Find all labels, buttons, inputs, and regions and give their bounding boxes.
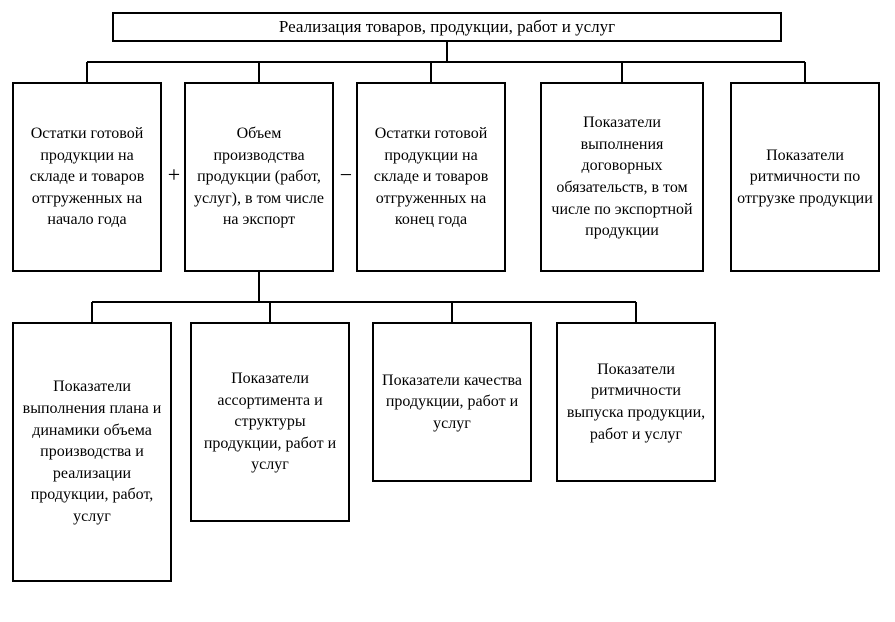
operator-plus: + <box>164 162 184 188</box>
node-r1c4: Показатели выполнения договорных обязате… <box>540 82 704 272</box>
node-label: Объем производства продукции (работ, усл… <box>190 123 328 231</box>
operator-symbol: + <box>168 162 180 187</box>
node-r1c5: Показатели ритмичности по отгрузке проду… <box>730 82 880 272</box>
node-r2c3: Показатели качества продукции, работ и у… <box>372 322 532 482</box>
node-r1c1: Остатки готовой продукции на складе и то… <box>12 82 162 272</box>
node-label: Показатели ритмичности выпуска продукции… <box>562 359 710 445</box>
node-label: Показатели выполнения договорных обязате… <box>546 112 698 242</box>
node-label: Показатели выполнения плана и динамики о… <box>18 376 166 527</box>
node-label: Показатели ассортимента и структуры прод… <box>196 368 344 476</box>
node-label: Остатки готовой продукции на складе и то… <box>18 123 156 231</box>
operator-minus: − <box>336 162 356 188</box>
node-r1c3: Остатки готовой продукции на складе и то… <box>356 82 506 272</box>
node-label: Остатки готовой продукции на складе и то… <box>362 123 500 231</box>
node-label: Показатели ритмичности по отгрузке проду… <box>736 145 874 210</box>
operator-symbol: − <box>340 162 352 187</box>
node-r2c2: Показатели ассортимента и структуры прод… <box>190 322 350 522</box>
diagram-canvas: Реализация товаров, продукции, работ и у… <box>12 12 883 610</box>
node-label: Показатели качества продукции, работ и у… <box>378 370 526 435</box>
node-r1c2: Объем производства продукции (работ, усл… <box>184 82 334 272</box>
title-text: Реализация товаров, продукции, работ и у… <box>279 16 615 39</box>
node-r2c4: Показатели ритмичности выпуска продукции… <box>556 322 716 482</box>
title-node: Реализация товаров, продукции, работ и у… <box>112 12 782 42</box>
node-r2c1: Показатели выполнения плана и динамики о… <box>12 322 172 582</box>
